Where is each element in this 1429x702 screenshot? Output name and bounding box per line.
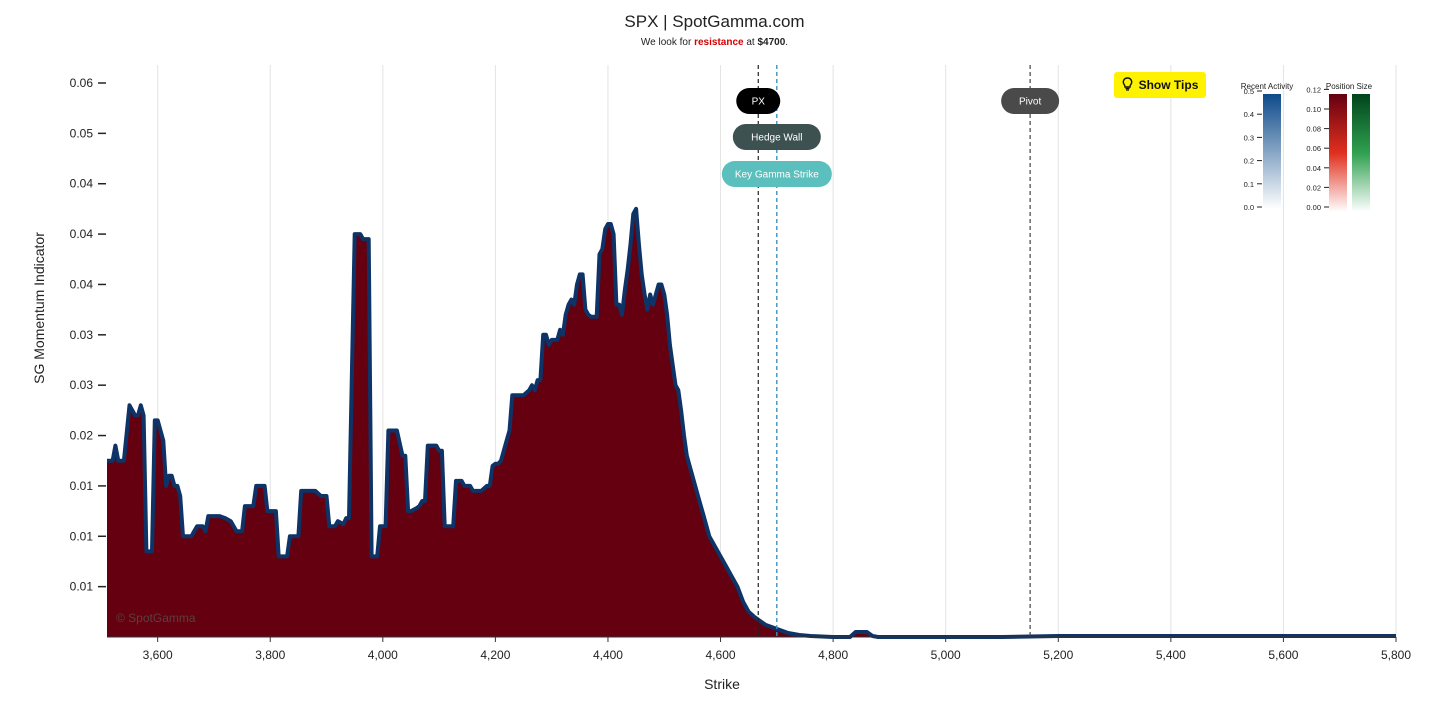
marker-pill-bg bbox=[732, 124, 821, 150]
marker-pill: Hedge Wall bbox=[732, 124, 821, 150]
marker-pill-bg bbox=[736, 88, 781, 114]
y-tick-label: 0.01 bbox=[70, 580, 94, 594]
legend-title-position-size: Position Size bbox=[1326, 82, 1373, 91]
y-tick-label: 0.04 bbox=[70, 227, 94, 241]
legend-title-recent-activity: Recent Activity bbox=[1241, 82, 1293, 91]
show-tips-button[interactable]: Show Tips bbox=[1114, 72, 1206, 98]
show-tips-label: Show Tips bbox=[1138, 78, 1199, 92]
x-tick-label: 3,600 bbox=[143, 648, 173, 662]
legend-tick-label: 0.12 bbox=[1306, 85, 1321, 94]
y-tick-label: 0.06 bbox=[70, 76, 94, 90]
x-tick-label: 5,400 bbox=[1156, 648, 1186, 662]
y-tick-label: 0.02 bbox=[70, 429, 94, 443]
legend-tick-label: 0.06 bbox=[1306, 144, 1321, 153]
y-tick-label: 0.05 bbox=[70, 126, 94, 140]
series-line bbox=[107, 206, 1396, 639]
lightbulb-icon bbox=[1122, 76, 1133, 94]
y-tick-label: 0.03 bbox=[70, 378, 94, 392]
legend-tick-label: 0.5 bbox=[1244, 87, 1254, 96]
legend-bar-red bbox=[1329, 94, 1347, 212]
chart-title: SPX | SpotGamma.com bbox=[624, 12, 805, 31]
marker-pill-label: Key Gamma Strike bbox=[735, 170, 819, 181]
marker-pill-label: PX bbox=[752, 97, 766, 108]
legend-tick-label: 0.08 bbox=[1306, 125, 1321, 134]
y-tick-label: 0.04 bbox=[70, 277, 94, 291]
y-axis-title: SG Momentum Indicator bbox=[31, 232, 47, 384]
marker-pill-bg bbox=[1001, 88, 1060, 114]
subtitle-level: $4700 bbox=[757, 37, 786, 48]
x-tick-label: 5,200 bbox=[1043, 648, 1073, 662]
x-tick-label: 4,400 bbox=[593, 648, 623, 662]
subtitle-prefix: We look for bbox=[640, 37, 695, 48]
legend-tick-label: 0.4 bbox=[1244, 110, 1254, 119]
x-tick-label: 3,800 bbox=[255, 648, 285, 662]
y-tick-label: 0.04 bbox=[70, 177, 94, 191]
y-tick-label: 0.01 bbox=[70, 529, 94, 543]
marker-pill-label: Pivot bbox=[1019, 97, 1041, 108]
marker-lines: PX Hedge Wall Key Gamma Strike Pivot bbox=[721, 65, 1060, 637]
legend-tick-label: 0.3 bbox=[1244, 133, 1254, 142]
marker-pill-bg bbox=[721, 161, 832, 187]
x-tick-label: 5,600 bbox=[1268, 648, 1298, 662]
legend-bar-green bbox=[1352, 94, 1370, 212]
x-tick-label: 5,800 bbox=[1381, 648, 1411, 662]
y-tick-label: 0.03 bbox=[70, 328, 94, 342]
x-tick-label: 4,200 bbox=[480, 648, 510, 662]
marker-pill: Pivot bbox=[1001, 88, 1060, 114]
legend-tick-label: 0.1 bbox=[1244, 180, 1254, 189]
series-area-fill bbox=[107, 208, 1396, 637]
legend-tick-label: 0.0 bbox=[1244, 203, 1254, 212]
x-axis-title: Strike bbox=[704, 676, 740, 692]
x-tick-label: 4,600 bbox=[706, 648, 736, 662]
area-series bbox=[107, 206, 1396, 639]
legend-tick-label: 0.02 bbox=[1306, 183, 1321, 192]
subtitle-keyword: resistance bbox=[694, 37, 744, 48]
watermark-text: © SpotGamma bbox=[116, 611, 196, 625]
chart-subtitle: We look for resistance at $4700. bbox=[0, 37, 1429, 48]
x-tick-label: 5,000 bbox=[931, 648, 961, 662]
y-tick-label: 0.01 bbox=[70, 479, 94, 493]
x-tick-label: 4,000 bbox=[368, 648, 398, 662]
color-legends: Recent Activity 0.0 0.1 0.2 0.3 0.4 0.5 Positio… bbox=[1241, 82, 1373, 212]
legend-tick-label: 0.00 bbox=[1306, 203, 1321, 212]
subtitle-mid: at bbox=[743, 37, 758, 48]
marker-pill-label: Hedge Wall bbox=[751, 133, 802, 144]
legend-bar-blue bbox=[1263, 94, 1281, 209]
marker-pill: Key Gamma Strike bbox=[721, 161, 832, 187]
x-tick-label: 4,800 bbox=[818, 648, 848, 662]
legend-tick-label: 0.10 bbox=[1306, 105, 1321, 114]
marker-pill: PX bbox=[736, 88, 781, 114]
axes: 3,600 3,800 4,000 4,200 4,400 4,600 4,800 5,000… bbox=[70, 76, 1412, 662]
subtitle-suffix: . bbox=[785, 37, 789, 48]
legend-tick-label: 0.04 bbox=[1306, 164, 1321, 173]
legend-tick-label: 0.2 bbox=[1244, 157, 1254, 166]
